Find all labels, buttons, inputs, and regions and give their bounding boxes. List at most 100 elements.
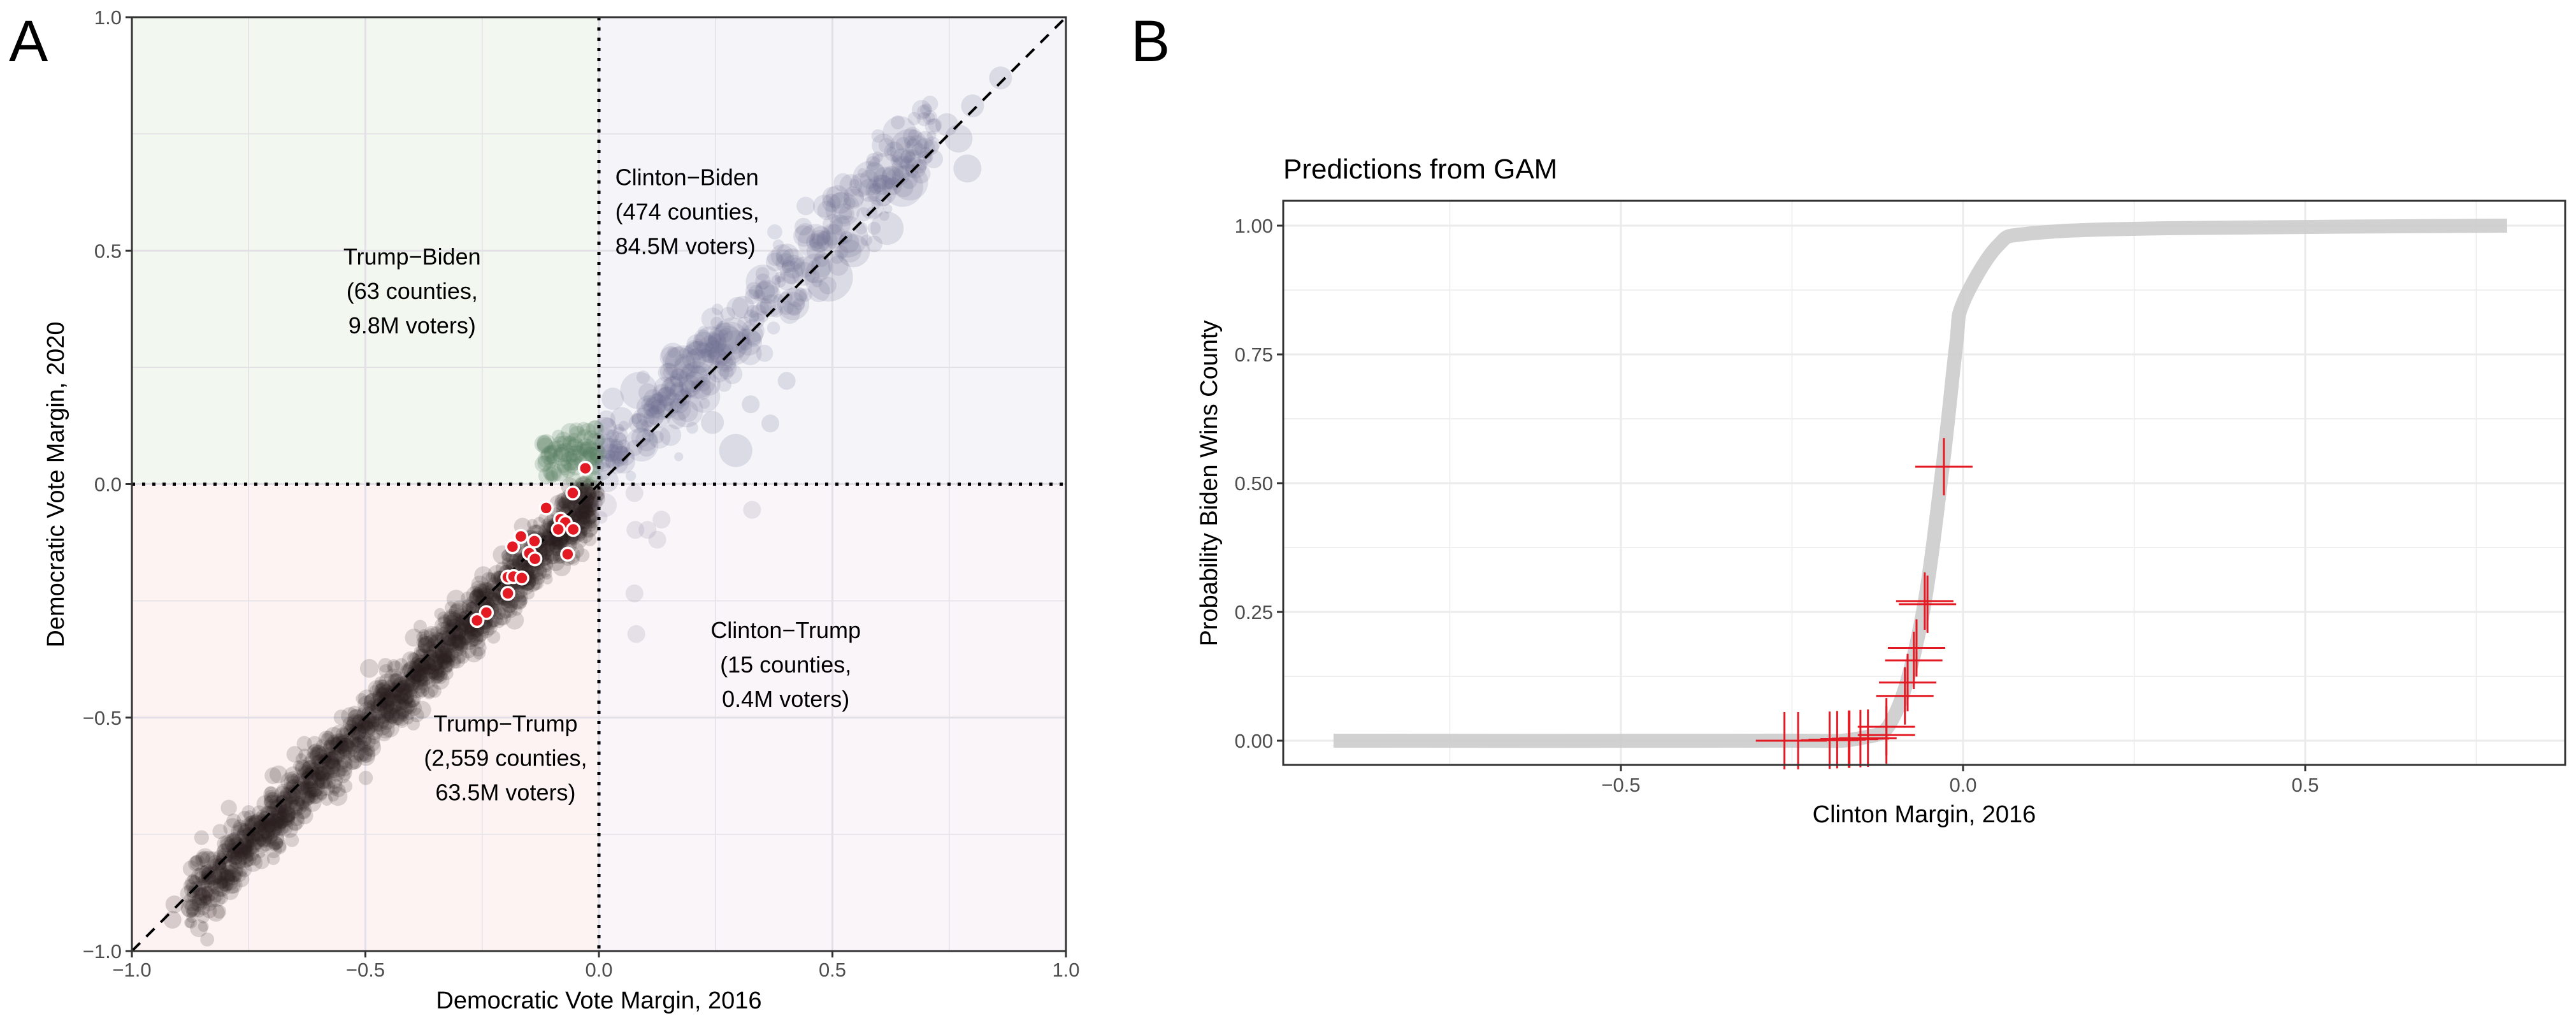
county-point xyxy=(538,557,554,572)
county-point xyxy=(485,580,500,595)
county-point xyxy=(203,889,222,908)
county-point xyxy=(196,848,215,868)
county-point xyxy=(338,779,353,794)
county-point xyxy=(631,407,655,431)
county-point xyxy=(431,668,445,681)
county-point xyxy=(921,96,939,112)
county-point xyxy=(280,806,296,823)
county-point xyxy=(461,625,479,643)
county-point xyxy=(424,663,436,675)
county-point xyxy=(775,244,799,267)
county-point xyxy=(222,875,238,891)
county-point xyxy=(191,897,205,912)
county-point xyxy=(557,460,573,476)
county-point xyxy=(299,781,313,794)
county-point xyxy=(226,847,245,865)
county-point xyxy=(810,226,831,246)
county-point xyxy=(702,349,716,363)
county-point xyxy=(780,248,805,272)
county-point xyxy=(201,882,220,901)
county-point xyxy=(292,797,306,811)
county-point xyxy=(872,151,884,163)
county-markers xyxy=(1755,438,1973,769)
county-point xyxy=(406,669,417,680)
county-point xyxy=(451,621,469,639)
county-point xyxy=(579,484,596,502)
county-point xyxy=(403,660,421,678)
county-point xyxy=(273,841,287,854)
county-point xyxy=(194,906,205,918)
county-point xyxy=(466,630,484,647)
county-point xyxy=(286,771,300,785)
county-point xyxy=(447,641,464,658)
county-point xyxy=(282,796,293,807)
county-point xyxy=(224,832,243,852)
county-marker xyxy=(1876,667,1934,725)
county-point xyxy=(295,753,307,765)
county-point xyxy=(493,608,512,626)
county-point xyxy=(362,706,375,719)
county-point xyxy=(328,746,345,763)
county-point xyxy=(311,766,329,785)
county-point xyxy=(609,443,619,453)
county-point xyxy=(678,375,702,398)
county-point xyxy=(327,778,343,794)
county-point xyxy=(541,518,552,530)
county-point xyxy=(243,815,258,830)
county-point xyxy=(582,478,596,492)
county-point xyxy=(551,538,564,551)
county-point xyxy=(486,620,497,630)
county-point xyxy=(266,792,278,804)
county-point xyxy=(387,683,403,699)
county-point xyxy=(445,627,464,647)
x-axis-ticks: −0.5 0.0 0.5 xyxy=(1601,765,2319,796)
county-point xyxy=(508,554,520,566)
county-point xyxy=(911,164,931,184)
county-point xyxy=(769,303,784,318)
county-point xyxy=(891,164,928,201)
county-point xyxy=(216,876,229,889)
county-point xyxy=(605,451,629,474)
county-point xyxy=(720,307,735,322)
county-point xyxy=(608,431,628,450)
county-point xyxy=(236,837,252,852)
county-point xyxy=(248,853,261,866)
county-point xyxy=(236,824,255,843)
county-point xyxy=(561,423,580,442)
county-point xyxy=(428,652,440,665)
county-point xyxy=(310,746,321,758)
county-point xyxy=(277,805,296,824)
county-point xyxy=(219,835,237,853)
county-point xyxy=(552,430,565,443)
county-point xyxy=(262,819,277,833)
county-point xyxy=(372,687,391,705)
county-point xyxy=(556,498,570,512)
county-point xyxy=(407,662,425,680)
county-point xyxy=(356,719,371,734)
region-label-line: Clinton−Biden xyxy=(615,164,759,191)
county-point xyxy=(470,623,489,642)
county-point xyxy=(366,718,378,730)
county-point xyxy=(384,707,401,724)
county-point xyxy=(387,705,407,723)
county-point xyxy=(504,604,518,618)
county-point xyxy=(682,363,696,377)
county-point xyxy=(544,550,559,565)
county-point xyxy=(368,715,385,732)
county-point xyxy=(843,186,865,208)
county-point xyxy=(336,739,350,753)
county-point xyxy=(359,741,371,753)
county-point xyxy=(825,185,849,209)
county-point xyxy=(361,720,376,736)
county-point xyxy=(377,706,388,718)
county-point xyxy=(384,685,403,704)
county-point xyxy=(566,497,584,514)
county-point xyxy=(333,733,348,748)
county-point xyxy=(306,744,324,761)
county-point xyxy=(261,825,275,841)
county-point xyxy=(298,748,311,762)
county-point xyxy=(583,532,597,546)
county-point xyxy=(642,400,659,417)
county-point xyxy=(224,863,243,883)
county-point xyxy=(285,775,299,789)
